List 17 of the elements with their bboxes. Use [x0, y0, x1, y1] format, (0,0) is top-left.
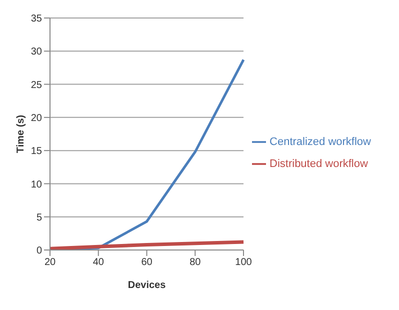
y-axis-title: Time (s)	[16, 114, 27, 154]
y-tick-label: 10	[30, 179, 42, 190]
y-tick-label: 30	[30, 46, 42, 58]
y-tick-label: 0	[36, 246, 42, 257]
y-tick-label: 20	[30, 112, 42, 124]
legend-label: Centralized workflow	[270, 136, 371, 148]
y-tick-label: 35	[30, 14, 42, 25]
y-tick-label: 25	[30, 80, 42, 91]
x-tick-label: 60	[141, 257, 153, 268]
x-tick-label: 80	[190, 257, 202, 268]
x-tick-label: 20	[44, 257, 56, 268]
y-tick-label: 5	[36, 212, 42, 224]
y-tick-label: 15	[30, 146, 42, 158]
legend-label: Distributed workflow	[270, 158, 368, 170]
x-tick-label: 100	[235, 257, 252, 268]
x-tick-label: 40	[92, 257, 104, 268]
x-axis-title: Devices	[128, 280, 166, 291]
